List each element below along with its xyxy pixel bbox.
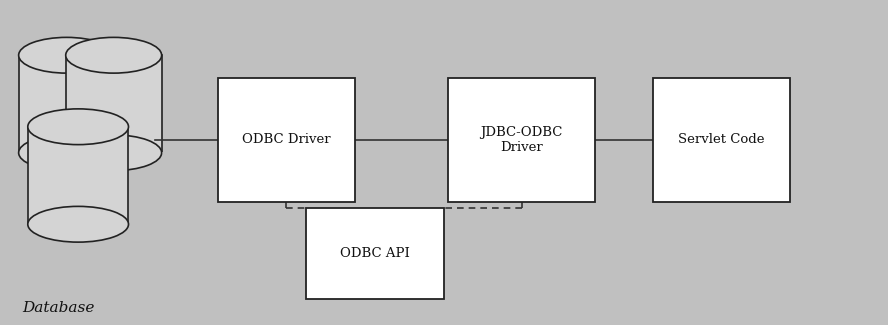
Polygon shape: [19, 55, 115, 153]
Ellipse shape: [66, 37, 162, 73]
Ellipse shape: [19, 37, 115, 73]
Ellipse shape: [28, 206, 129, 242]
Ellipse shape: [66, 135, 162, 171]
Ellipse shape: [28, 109, 129, 145]
Text: Database: Database: [22, 301, 95, 315]
FancyBboxPatch shape: [306, 208, 444, 299]
Ellipse shape: [19, 135, 115, 171]
Text: Servlet Code: Servlet Code: [678, 133, 765, 146]
FancyBboxPatch shape: [218, 78, 355, 202]
Text: JDBC-ODBC
Driver: JDBC-ODBC Driver: [480, 126, 563, 154]
Text: ODBC Driver: ODBC Driver: [242, 133, 330, 146]
FancyBboxPatch shape: [653, 78, 790, 202]
FancyBboxPatch shape: [448, 78, 595, 202]
Polygon shape: [66, 55, 162, 153]
Polygon shape: [28, 127, 129, 224]
Text: ODBC API: ODBC API: [340, 247, 410, 260]
